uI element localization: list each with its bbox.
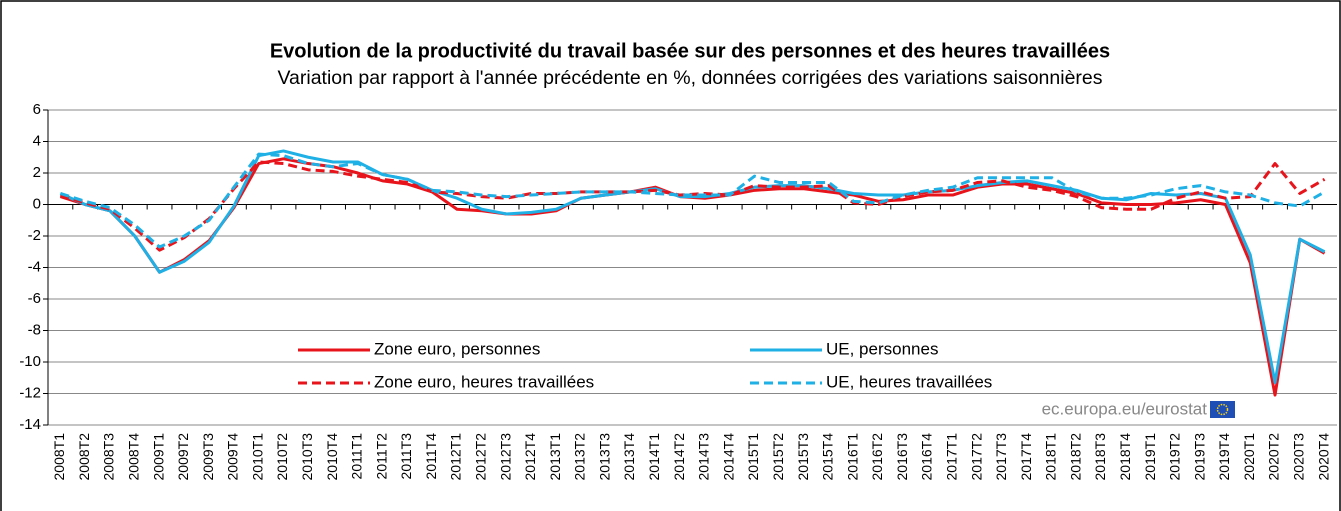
x-tick-label: 2009T2	[175, 433, 191, 481]
x-tick-label: 2011T2	[373, 433, 389, 480]
x-tick-label: 2018T3	[1092, 433, 1108, 481]
x-tick-label: 2020T2	[1266, 433, 1282, 481]
x-tick-label: 2013T4	[621, 433, 637, 481]
legend-label: Zone euro, heures travaillées	[374, 372, 594, 391]
eu-flag	[1210, 401, 1235, 418]
y-tick-label: 4	[33, 132, 41, 149]
x-tick-label: 2015T4	[820, 433, 836, 481]
y-tick-label: 6	[33, 101, 41, 118]
x-tick-label: 2018T4	[1117, 433, 1133, 481]
chart-title: Evolution de la productivité du travail …	[270, 40, 1110, 62]
y-tick-label: -8	[28, 321, 41, 338]
x-tick-label: 2014T2	[671, 433, 687, 481]
x-tick-label: 2016T1	[844, 433, 860, 481]
x-tick-label: 2013T2	[572, 433, 588, 481]
x-tick-label: 2012T2	[473, 433, 489, 481]
x-tick-label: 2019T3	[1191, 433, 1207, 481]
series-line	[59, 160, 1326, 252]
x-tick-label: 2014T4	[720, 433, 736, 481]
x-tick-label: 2020T4	[1315, 433, 1331, 481]
chart-subtitle: Variation par rapport à l'année précéden…	[277, 67, 1102, 89]
x-tick-label: 2008T2	[76, 433, 92, 481]
x-tick-label: 2016T4	[919, 433, 935, 481]
x-tick-label: 2020T3	[1291, 433, 1307, 481]
x-tick-label: 2016T2	[869, 433, 885, 481]
y-tick-label: -4	[28, 258, 41, 275]
legend-label: UE, personnes	[826, 339, 938, 358]
x-tick-label: 2013T3	[596, 433, 612, 481]
x-tick-label: 2012T4	[522, 433, 538, 481]
x-tick-label: 2008T4	[125, 433, 141, 481]
x-tick-label: 2017T3	[993, 433, 1009, 481]
x-tick-label: 2011T4	[423, 433, 439, 480]
x-tick-label: 2019T2	[1167, 433, 1183, 481]
x-tick-label: 2017T1	[943, 433, 959, 481]
x-tick-label: 2011T3	[398, 433, 414, 480]
x-tick-label: 2010T2	[274, 433, 290, 481]
y-tick-label: -6	[28, 290, 41, 307]
x-tick-label: 2013T1	[547, 433, 563, 481]
x-tick-label: 2011T1	[349, 433, 365, 480]
x-tick-label: 2010T4	[324, 433, 340, 481]
x-tick-label: 2012T1	[448, 433, 464, 481]
x-tick-label: 2017T2	[968, 433, 984, 481]
y-tick-label: -12	[19, 384, 41, 401]
x-tick-label: 2008T3	[101, 433, 117, 481]
x-tick-label: 2017T4	[1018, 433, 1034, 481]
x-tick-label: 2014T3	[696, 433, 712, 481]
x-tick-label: 2016T3	[894, 433, 910, 481]
legend-label: Zone euro, personnes	[374, 339, 540, 358]
y-tick-label: -2	[28, 227, 41, 244]
x-tick-label: 2009T4	[225, 433, 241, 481]
x-tick-label: 2010T3	[299, 433, 315, 481]
y-tick-label: 2	[33, 164, 41, 181]
x-tick-label: 2010T1	[249, 433, 265, 481]
x-tick-label: 2019T1	[1142, 433, 1158, 481]
y-tick-label: 0	[33, 195, 41, 212]
x-tick-label: 2018T1	[1043, 433, 1059, 481]
y-tick-label: -10	[19, 353, 41, 370]
x-tick-label: 2018T2	[1067, 433, 1083, 481]
x-tick-label: 2015T1	[745, 433, 761, 481]
x-tick-label: 2015T3	[795, 433, 811, 481]
legend-label: UE, heures travaillées	[826, 372, 992, 391]
series-line	[59, 152, 1326, 249]
x-tick-label: 2020T1	[1241, 433, 1257, 481]
x-tick-label: 2014T1	[646, 433, 662, 481]
x-tick-label: 2009T1	[150, 433, 166, 481]
source: ec.europa.eu/eurostat	[1042, 399, 1208, 418]
y-tick-label: -14	[19, 416, 41, 433]
x-tick-label: 2008T1	[51, 433, 67, 481]
x-tick-label: 2012T3	[497, 433, 513, 481]
x-tick-label: 2009T3	[200, 433, 216, 481]
x-tick-label: 2019T4	[1216, 433, 1232, 481]
x-tick-label: 2015T2	[770, 433, 786, 481]
